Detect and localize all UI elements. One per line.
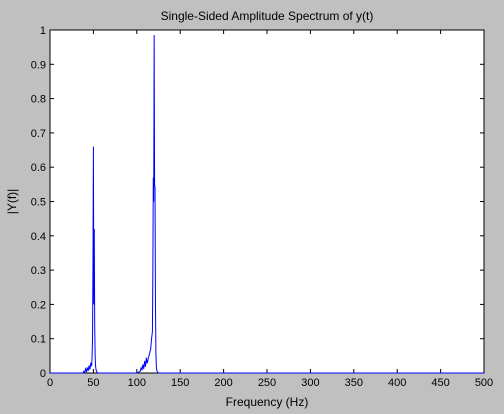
x-tick-label: 50 (87, 377, 99, 389)
y-axis-ticks: 0 0.1 0.2 0.3 0.4 0.5 0.6 0.7 0.8 0.9 1 (31, 25, 484, 380)
x-tick-label: 100 (128, 377, 146, 389)
y-tick-label: 0.8 (31, 94, 46, 106)
y-axis-label: |Y(f)| (5, 189, 19, 215)
y-tick-label: 0.7 (31, 128, 46, 140)
amplitude-spectrum-line (50, 35, 484, 374)
chart-title: Single-Sided Amplitude Spectrum of y(t) (161, 9, 374, 23)
y-tick-label: 0.4 (31, 231, 46, 243)
y-tick-label: 1 (40, 25, 46, 37)
x-tick-label: 500 (475, 377, 493, 389)
x-tick-label: 300 (301, 377, 319, 389)
plot-area (49, 29, 485, 374)
x-tick-label: 0 (47, 377, 53, 389)
y-tick-label: 0.1 (31, 334, 46, 346)
y-tick-label: 0.6 (31, 162, 46, 174)
y-tick-label: 0.3 (31, 265, 46, 277)
x-tick-label: 200 (214, 377, 232, 389)
x-tick-label: 450 (431, 377, 449, 389)
y-tick-label: 0.5 (31, 197, 46, 209)
x-tick-label: 350 (345, 377, 363, 389)
y-tick-label: 0.9 (31, 59, 46, 71)
x-tick-label: 250 (258, 377, 276, 389)
y-tick-label: 0 (40, 368, 46, 380)
y-tick-label: 0.2 (31, 299, 46, 311)
x-axis-label: Frequency (Hz) (226, 395, 309, 409)
x-axis-ticks: 0 50 100 150 200 250 300 350 400 450 500 (47, 30, 493, 389)
x-tick-label: 400 (388, 377, 406, 389)
x-tick-label: 150 (171, 377, 189, 389)
